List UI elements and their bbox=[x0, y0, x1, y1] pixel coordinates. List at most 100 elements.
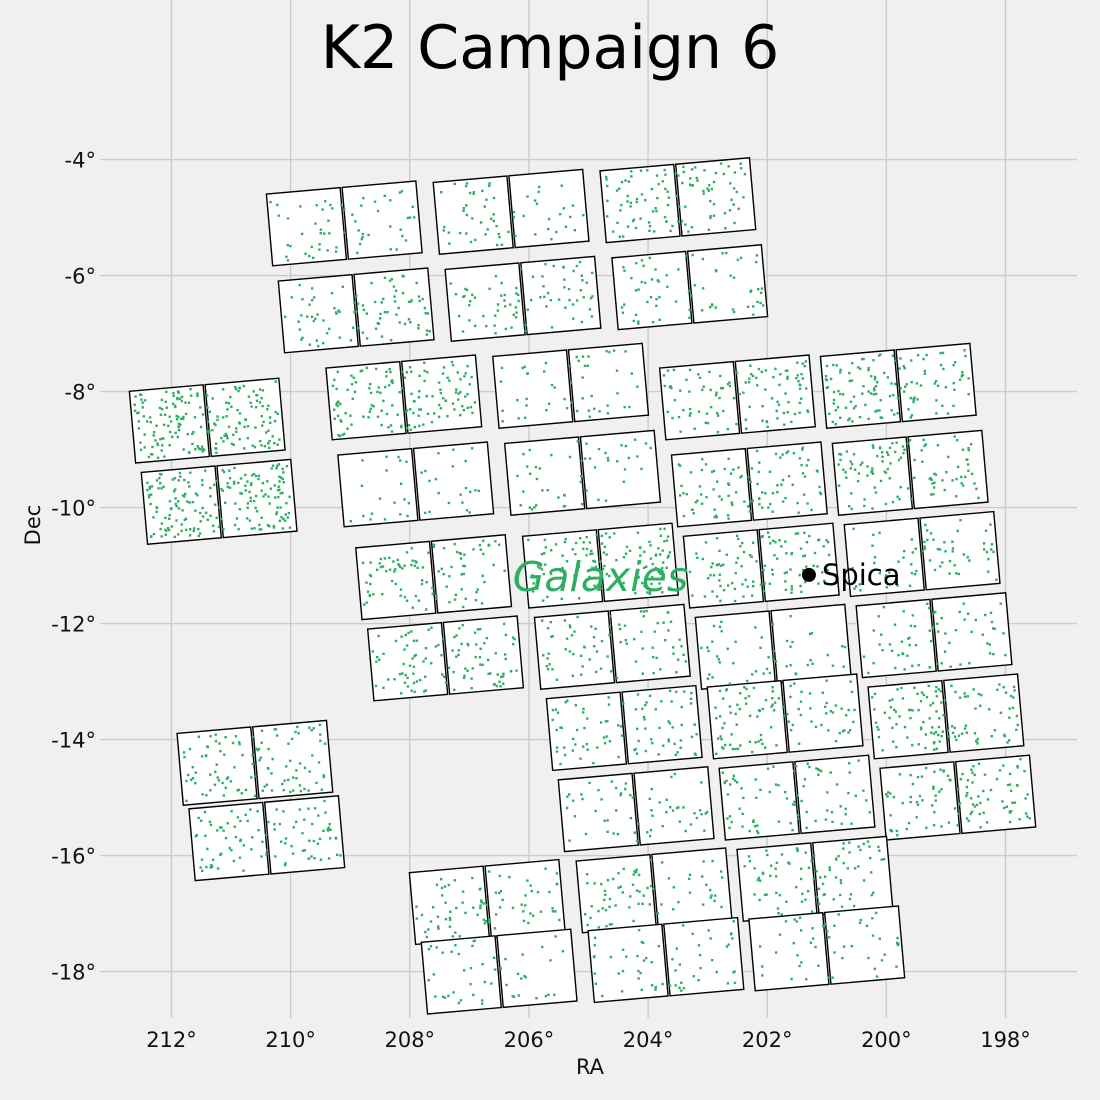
target-point bbox=[199, 511, 202, 515]
x-tick-label: 208° bbox=[384, 1028, 435, 1052]
target-point bbox=[162, 485, 165, 488]
target-point bbox=[643, 718, 646, 721]
target-point bbox=[574, 553, 577, 556]
target-point bbox=[777, 403, 781, 407]
target-point bbox=[410, 630, 413, 633]
target-point bbox=[796, 361, 799, 364]
target-point bbox=[608, 350, 611, 354]
ccd-chip bbox=[919, 510, 1001, 591]
target-point bbox=[840, 707, 843, 710]
target-point bbox=[578, 260, 582, 264]
target-point bbox=[708, 370, 711, 374]
target-point bbox=[541, 945, 544, 949]
target-point bbox=[167, 424, 170, 428]
target-point bbox=[808, 632, 812, 636]
target-point bbox=[911, 782, 915, 786]
target-point bbox=[514, 234, 517, 238]
target-point bbox=[719, 162, 723, 165]
target-point bbox=[168, 514, 171, 517]
target-point bbox=[727, 165, 730, 168]
target-point bbox=[464, 911, 467, 915]
target-point bbox=[264, 493, 267, 496]
target-point bbox=[625, 955, 628, 958]
target-point bbox=[417, 414, 420, 417]
target-point bbox=[455, 655, 458, 658]
target-point bbox=[670, 700, 673, 703]
target-point bbox=[331, 207, 334, 210]
target-point bbox=[622, 235, 625, 238]
target-point bbox=[682, 514, 686, 518]
target-point bbox=[649, 296, 653, 299]
target-point bbox=[421, 579, 424, 582]
target-point bbox=[424, 312, 427, 315]
target-point bbox=[550, 326, 554, 329]
target-point bbox=[597, 926, 600, 929]
target-point bbox=[756, 830, 759, 833]
target-point bbox=[782, 411, 786, 415]
target-point bbox=[774, 783, 778, 786]
target-point bbox=[685, 254, 688, 258]
target-point bbox=[452, 670, 455, 674]
target-point bbox=[877, 615, 880, 618]
target-point bbox=[194, 448, 197, 451]
target-point bbox=[967, 448, 970, 452]
target-point bbox=[793, 918, 796, 921]
target-point bbox=[817, 887, 821, 890]
target-point bbox=[211, 865, 214, 868]
target-point bbox=[712, 624, 716, 628]
target-point bbox=[744, 418, 748, 421]
target-point bbox=[715, 717, 718, 720]
target-point bbox=[756, 878, 760, 882]
target-point bbox=[188, 534, 192, 537]
target-point bbox=[500, 366, 504, 370]
target-point bbox=[765, 667, 769, 671]
target-point bbox=[360, 238, 363, 241]
target-point bbox=[227, 425, 231, 428]
target-point bbox=[765, 420, 768, 423]
target-point bbox=[775, 875, 778, 878]
target-point bbox=[159, 481, 162, 485]
target-point bbox=[873, 486, 876, 489]
target-point bbox=[404, 673, 407, 677]
target-point bbox=[810, 632, 814, 635]
target-point bbox=[628, 906, 631, 909]
target-point bbox=[619, 209, 622, 212]
target-point bbox=[285, 465, 289, 468]
target-point bbox=[156, 456, 160, 459]
target-point bbox=[640, 988, 643, 991]
target-point bbox=[557, 496, 560, 499]
target-point bbox=[560, 184, 563, 187]
target-point bbox=[709, 406, 713, 409]
target-point bbox=[959, 777, 962, 781]
ccd-chip bbox=[496, 928, 578, 1009]
target-point bbox=[173, 477, 177, 480]
ccd-module bbox=[176, 719, 334, 806]
target-point bbox=[550, 383, 554, 387]
target-point bbox=[627, 456, 630, 460]
target-point bbox=[642, 610, 646, 613]
target-point bbox=[906, 442, 909, 445]
target-point bbox=[621, 948, 625, 951]
target-point bbox=[333, 307, 336, 310]
target-point bbox=[260, 415, 263, 418]
target-point bbox=[385, 370, 388, 373]
target-point bbox=[410, 563, 413, 567]
target-point bbox=[896, 584, 899, 587]
target-point bbox=[498, 874, 501, 878]
target-point bbox=[400, 424, 403, 428]
target-point bbox=[963, 692, 966, 695]
target-point bbox=[503, 293, 506, 297]
target-point bbox=[498, 236, 501, 239]
target-point bbox=[862, 385, 865, 388]
target-point bbox=[340, 203, 343, 207]
target-point bbox=[626, 194, 629, 198]
target-point bbox=[341, 433, 344, 437]
target-point bbox=[175, 519, 178, 522]
target-point bbox=[515, 292, 518, 295]
target-point bbox=[323, 232, 326, 235]
target-point bbox=[546, 595, 549, 599]
target-point bbox=[721, 726, 724, 730]
target-point bbox=[725, 945, 729, 948]
target-point bbox=[320, 788, 323, 791]
target-point bbox=[425, 608, 428, 611]
